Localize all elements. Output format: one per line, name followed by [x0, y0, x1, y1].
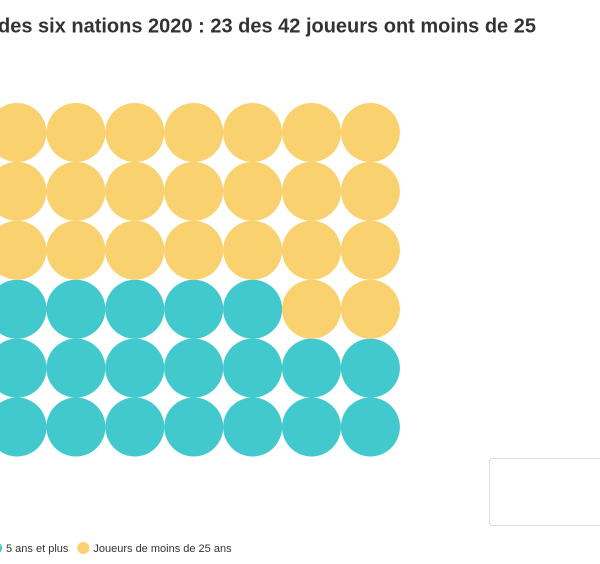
waffle-cell	[46, 338, 106, 398]
legend-label: 5 ans et plus	[6, 543, 69, 555]
waffle-cell	[282, 397, 341, 457]
legend-label: Joueurs de moins de 25 ans	[93, 543, 232, 555]
waffle-cell	[340, 161, 400, 221]
waffle-cell	[105, 338, 165, 398]
waffle-cell	[223, 338, 283, 398]
waffle-cell	[223, 220, 283, 280]
waffle-cell	[282, 338, 341, 398]
waffle-cell	[46, 103, 106, 162]
waffle-cell	[46, 161, 106, 221]
waffle-cell	[223, 103, 283, 162]
waffle-cell	[164, 161, 224, 221]
waffle-cell	[105, 279, 165, 339]
waffle-cell	[223, 161, 283, 221]
waffle-cell	[0, 161, 47, 221]
waffle-cell	[0, 279, 47, 339]
waffle-cell	[0, 220, 47, 280]
waffle-cell	[282, 103, 341, 162]
waffle-cell	[340, 103, 400, 162]
waffle-cell	[0, 338, 47, 398]
legend-swatch	[0, 543, 2, 553]
waffle-cell	[164, 220, 224, 280]
tooltip-box	[489, 458, 600, 526]
waffle-cell	[340, 279, 400, 339]
waffle-cell	[340, 397, 400, 457]
waffle-cell	[223, 397, 283, 457]
waffle-cell	[105, 161, 165, 221]
waffle-cell	[105, 397, 165, 457]
waffle-cell	[340, 338, 400, 398]
waffle-cell	[105, 220, 165, 280]
waffle-cell	[282, 279, 341, 339]
waffle-cell	[282, 220, 341, 280]
chart-title: des six nations 2020 : 23 des 42 joueurs…	[0, 15, 536, 37]
waffle-cell	[340, 220, 400, 280]
waffle-cell	[282, 161, 341, 221]
waffle-cell	[164, 397, 224, 457]
waffle-cell	[46, 279, 106, 339]
waffle-cell	[0, 397, 47, 457]
waffle-cell	[0, 103, 47, 162]
waffle-cell	[46, 220, 106, 280]
legend-swatch	[77, 542, 90, 554]
waffle-cell	[223, 279, 283, 339]
waffle-cell	[46, 397, 106, 457]
waffle-cell	[164, 279, 224, 339]
waffle-cell	[164, 103, 224, 162]
waffle-cell	[105, 103, 165, 162]
waffle-cell	[164, 338, 224, 398]
